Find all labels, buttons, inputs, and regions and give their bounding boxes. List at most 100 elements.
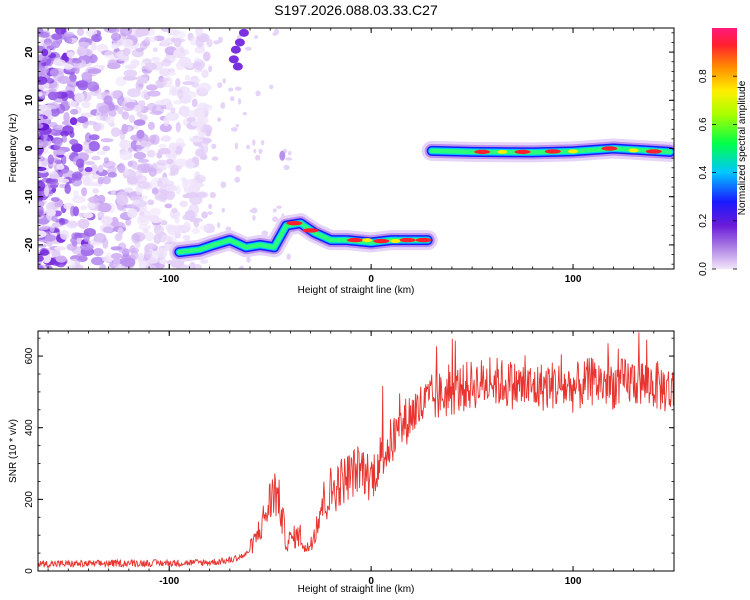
noise-blob [77,41,91,48]
noise-blob [103,95,113,105]
noise-blob [119,139,131,150]
noise-blob [84,166,93,173]
noise-blob [53,59,66,66]
noise-blob [171,207,178,214]
noise-blob [189,138,203,143]
x-tick-label: 0 [368,576,374,587]
noise-blob [38,205,44,216]
noise-blob [77,82,88,91]
noise-blob [161,39,169,46]
noise-blob [38,31,50,38]
noise-blob [71,143,83,153]
snr-panel: -100 0 100 0 200 400 600 Height of straight l… [8,330,675,595]
noise-blob [173,37,182,48]
ridge-peak [645,149,662,154]
noise-blob [199,34,208,43]
y-tick-label: 0 [24,145,35,151]
noise-blob [234,176,241,183]
ridge-peak [399,237,416,243]
noise-blob [38,189,44,198]
spectrogram-y-label: Frequency (Hz) [8,114,19,183]
noise-blob [58,178,70,183]
noise-blob [235,164,242,172]
noise-blob [101,216,113,225]
noise-blob [191,227,201,235]
noise-blob [72,173,78,181]
snr-axes-frame [37,330,675,572]
noise-blob [252,214,256,221]
noise-blob [102,226,114,233]
noise-blob [170,164,180,174]
noise-blob [70,205,76,217]
noise-blob [174,158,189,167]
streak-blob [279,150,286,161]
noise-blob [287,151,292,156]
noise-blob [50,42,56,51]
noise-blob [169,85,179,93]
noise-blob [83,228,97,237]
noise-blob [167,259,173,266]
noise-blob [38,92,43,97]
ridge-peak [544,149,561,154]
noise-blob [155,100,165,106]
spectrogram-x-ticks: -100 0 100 [47,28,675,285]
noise-blob [143,249,153,259]
noise-blob [90,42,97,51]
noise-blob [145,264,157,269]
noise-blob [170,235,177,246]
noise-blob [151,187,159,195]
noise-blob [73,190,79,199]
colorbar-label: Normalized spectral amplitude [737,80,748,215]
noise-blob [195,148,204,157]
noise-blob [54,201,60,208]
noise-blob [193,107,205,117]
noise-blob [156,159,169,166]
noise-blob [246,256,251,263]
noise-blob [161,59,172,67]
noise-blob [121,39,134,47]
noise-blob [203,51,211,62]
noise-blob [209,191,216,199]
noise-blob [71,58,82,64]
noise-blob [206,38,213,48]
y-tick-label: 20 [24,46,35,58]
noise-blob [75,158,85,168]
noise-blob [152,47,158,52]
noise-blob [178,56,192,68]
noise-blob [200,224,210,231]
noise-blob [159,77,170,82]
noise-blob [108,109,117,117]
noise-blob [125,218,132,226]
noise-blob [38,123,44,129]
noise-blob [146,149,156,158]
noise-blob [136,129,145,139]
noise-blob [145,231,154,242]
noise-blob [220,181,227,188]
noise-blob [168,142,177,153]
noise-blob [190,121,202,127]
noise-blob [283,164,290,170]
noise-blob [147,121,155,131]
noise-blob [121,100,128,111]
noise-blob [173,99,183,105]
noise-blob [199,137,212,144]
noise-blob [96,43,109,53]
ridge-peak [302,228,319,233]
noise-blob [81,187,88,197]
noise-blob [53,143,62,150]
noise-blob [48,121,58,128]
noise-blob [182,81,195,86]
noise-blob [90,241,102,246]
noise-blob [38,156,45,162]
noise-blob [175,145,183,155]
noise-blob [164,203,173,209]
noise-blob [47,154,54,165]
colorbar-tick-label: 0.6 [698,117,709,131]
noise-blob [83,212,94,219]
noise-blob [269,84,274,90]
noise-blob [82,142,90,152]
noise-blob [62,125,74,135]
noise-blob [178,110,186,115]
noise-blob [261,230,269,237]
noise-blob [110,189,116,196]
